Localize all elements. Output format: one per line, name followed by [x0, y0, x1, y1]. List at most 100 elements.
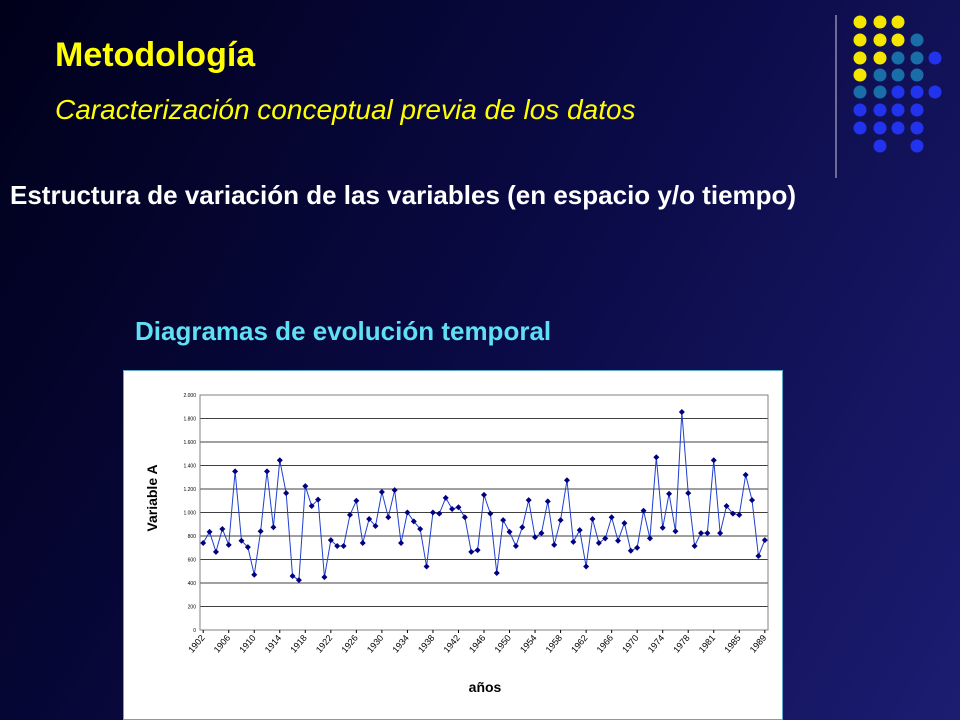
- data-point: [455, 504, 462, 511]
- x-axis-title: años: [469, 679, 502, 695]
- slide-subtitle: Caracterización conceptual previa de los…: [55, 94, 636, 125]
- data-point: [321, 574, 328, 581]
- data-point: [378, 488, 385, 495]
- decor-dot: [910, 121, 924, 135]
- decor-dot: [891, 33, 905, 47]
- data-point: [666, 490, 673, 497]
- data-point: [576, 527, 583, 534]
- data-point: [646, 535, 653, 542]
- data-point: [481, 491, 487, 498]
- section-heading: Diagramas de evolución temporal: [135, 316, 552, 346]
- data-point: [219, 525, 226, 532]
- data-point: [429, 509, 436, 516]
- decor-dot: [853, 15, 867, 29]
- data-point: [410, 518, 417, 525]
- data-point: [538, 530, 545, 537]
- data-point: [717, 530, 724, 537]
- data-point: [544, 498, 551, 505]
- data-point: [672, 528, 679, 535]
- decor-dot: [873, 51, 887, 65]
- decor-dot: [853, 51, 867, 65]
- data-point: [589, 515, 596, 522]
- data-point: [640, 507, 647, 514]
- data-point: [257, 528, 264, 535]
- decor-dot: [891, 15, 905, 29]
- data-point: [608, 514, 615, 521]
- data-point: [512, 542, 519, 549]
- body-text: Estructura de variación de las variables…: [10, 180, 797, 210]
- data-point: [557, 517, 564, 524]
- data-point: [276, 457, 283, 464]
- data-point: [353, 497, 360, 504]
- decor-dot: [853, 85, 867, 99]
- data-point: [506, 528, 513, 535]
- decor-dot: [873, 85, 887, 99]
- decor-dot: [928, 85, 942, 99]
- data-point: [289, 572, 296, 579]
- decor-dot: [853, 103, 867, 117]
- data-point: [749, 497, 756, 504]
- data-point: [500, 517, 507, 524]
- decor-dot: [873, 121, 887, 135]
- data-point: [583, 563, 590, 570]
- decor-dot: [910, 51, 924, 65]
- data-point: [308, 503, 315, 510]
- data-point: [366, 515, 373, 522]
- data-point: [251, 571, 258, 578]
- decor-dot: [853, 121, 867, 135]
- data-point: [404, 509, 411, 516]
- y-tick-label: 1.800: [183, 417, 196, 423]
- data-point: [685, 490, 692, 497]
- decor-dot: [853, 33, 867, 47]
- y-tick-label: 600: [188, 558, 197, 564]
- data-point: [755, 552, 762, 559]
- data-point: [761, 537, 768, 544]
- data-point: [238, 537, 245, 544]
- data-point: [729, 510, 736, 517]
- data-point: [417, 525, 424, 532]
- data-point: [270, 524, 277, 531]
- data-point: [551, 541, 558, 548]
- data-point: [615, 537, 622, 544]
- data-point: [704, 530, 711, 537]
- decor-dot: [873, 103, 887, 117]
- data-point: [423, 563, 430, 570]
- data-point: [525, 497, 532, 504]
- data-point: [697, 530, 704, 537]
- data-point: [264, 468, 271, 475]
- data-point: [474, 547, 481, 554]
- data-point: [225, 541, 232, 548]
- data-point: [595, 540, 602, 547]
- data-point: [359, 540, 366, 547]
- decor-dot: [891, 51, 905, 65]
- data-point: [742, 471, 749, 478]
- decor-dot: [910, 68, 924, 82]
- decor-dot: [910, 103, 924, 117]
- data-point: [391, 487, 398, 494]
- decor-dot: [873, 15, 887, 29]
- chart-frame: [123, 370, 783, 720]
- decor-dot: [891, 103, 905, 117]
- data-point: [283, 490, 290, 497]
- data-point: [302, 483, 309, 490]
- data-point: [449, 505, 456, 512]
- data-point: [232, 468, 239, 475]
- y-tick-label: 1.000: [183, 511, 196, 517]
- data-point: [398, 540, 405, 547]
- data-point: [723, 503, 730, 510]
- data-point: [372, 523, 379, 530]
- y-tick-label: 400: [188, 581, 197, 587]
- decor-dot: [910, 85, 924, 99]
- y-tick-label: 800: [188, 534, 197, 540]
- chart: Variable A años 0 200 400 600 800 1.000 1.200 1…: [123, 370, 783, 720]
- data-point: [621, 520, 628, 527]
- y-tick-label: 200: [188, 605, 197, 611]
- y-tick-label: 0: [193, 628, 196, 634]
- data-point: [200, 540, 207, 547]
- data-point: [519, 524, 526, 531]
- decor-dot: [873, 68, 887, 82]
- y-tick-label: 1.200: [183, 487, 196, 493]
- data-point: [602, 535, 609, 542]
- y-axis-title: Variable A: [144, 464, 160, 531]
- data-point: [691, 542, 698, 549]
